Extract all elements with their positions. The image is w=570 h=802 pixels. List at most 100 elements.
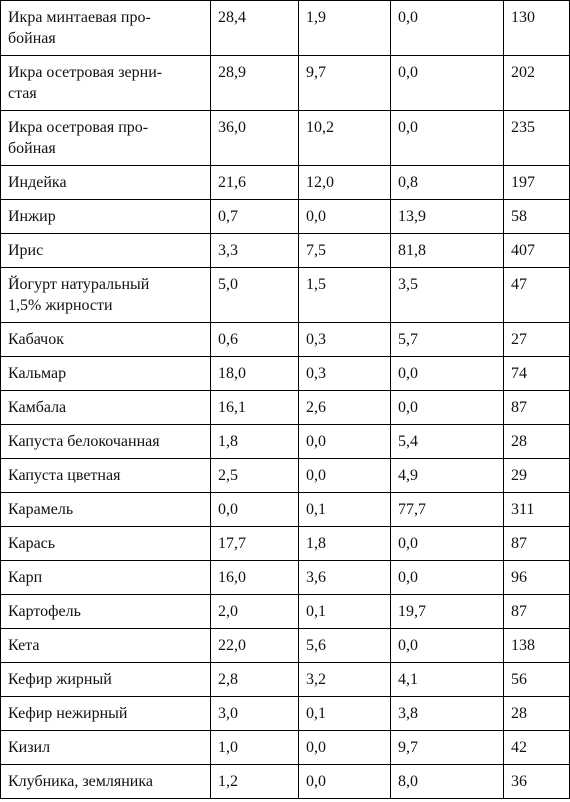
nutrient-value: 0,0 [390, 110, 504, 166]
nutrient-value: 407 [503, 233, 570, 268]
product-name: Йогурт натуральный 1,5% жирности [0, 267, 211, 323]
nutrient-value: 0,0 [210, 492, 299, 527]
nutrient-value: 74 [503, 356, 570, 391]
nutrient-value: 3,8 [390, 696, 504, 731]
table-row: Йогурт натуральный 1,5% жирности 5,0 1,5 3,… [0, 267, 570, 323]
nutrient-value: 0,0 [390, 560, 504, 595]
nutrient-value: 77,7 [390, 492, 504, 527]
table-row: Карп 16,0 3,6 0,0 96 [0, 560, 570, 595]
nutrient-value: 13,9 [390, 199, 504, 234]
table-row: Икра осетровая про- бойная 36,0 10,2 0,0 235 [0, 110, 570, 166]
table-row: Ирис 3,3 7,5 81,8 407 [0, 233, 570, 268]
nutrient-value: 81,8 [390, 233, 504, 268]
product-name: Ирис [0, 233, 211, 268]
nutrient-value: 12,0 [298, 165, 391, 200]
nutrient-value: 311 [503, 492, 570, 527]
nutrient-value: 4,9 [390, 458, 504, 493]
nutrient-value: 8,0 [390, 764, 504, 799]
table-row: Икра минтаевая про- бойная 28,4 1,9 0,0 130 [0, 0, 570, 56]
nutrient-value: 87 [503, 526, 570, 561]
nutrient-value: 1,9 [298, 0, 391, 56]
product-name: Капуста цветная [0, 458, 211, 493]
nutrient-value: 0,0 [390, 0, 504, 56]
nutrient-value: 0,8 [390, 165, 504, 200]
nutrient-value: 87 [503, 594, 570, 629]
nutrient-value: 5,7 [390, 322, 504, 357]
nutrient-value: 5,0 [210, 267, 299, 323]
nutrient-value: 1,0 [210, 730, 299, 765]
nutrient-value: 4,1 [390, 662, 504, 697]
nutrient-value: 0,3 [298, 322, 391, 357]
product-name: Индейка [0, 165, 211, 200]
nutrient-value: 96 [503, 560, 570, 595]
product-name: Инжир [0, 199, 211, 234]
table-row: Кефир жирный 2,8 3,2 4,1 56 [0, 662, 570, 697]
product-name: Карп [0, 560, 211, 595]
nutrient-value: 0,0 [390, 55, 504, 111]
table-row: Кизил 1,0 0,0 9,7 42 [0, 730, 570, 765]
product-name: Клубника, земляника [0, 764, 211, 799]
table-row: Камбала 16,1 2,6 0,0 87 [0, 390, 570, 425]
nutrient-value: 47 [503, 267, 570, 323]
product-name: Кета [0, 628, 211, 663]
table-row: Кальмар 18,0 0,3 0,0 74 [0, 356, 570, 391]
nutrient-value: 0,3 [298, 356, 391, 391]
nutrient-value: 16,0 [210, 560, 299, 595]
nutrient-value: 5,4 [390, 424, 504, 459]
product-name: Кизил [0, 730, 211, 765]
nutrient-value: 0,0 [390, 628, 504, 663]
table-row: Картофель 2,0 0,1 19,7 87 [0, 594, 570, 629]
nutrient-value: 3,2 [298, 662, 391, 697]
nutrient-value: 29 [503, 458, 570, 493]
nutrient-value: 0,1 [298, 594, 391, 629]
table-row: Инжир 0,7 0,0 13,9 58 [0, 199, 570, 234]
nutrient-value: 3,0 [210, 696, 299, 731]
nutrient-value: 9,7 [298, 55, 391, 111]
nutrient-value: 2,6 [298, 390, 391, 425]
table-row: Капуста белокочанная 1,8 0,0 5,4 28 [0, 424, 570, 459]
nutrient-value: 3,5 [390, 267, 504, 323]
nutrient-value: 21,6 [210, 165, 299, 200]
nutrient-value: 2,0 [210, 594, 299, 629]
nutrient-value: 0,1 [298, 696, 391, 731]
nutrient-value: 3,3 [210, 233, 299, 268]
nutrient-value: 197 [503, 165, 570, 200]
nutrient-value: 1,8 [210, 424, 299, 459]
product-name: Икра осетровая зерни- стая [0, 55, 211, 111]
nutrient-value: 9,7 [390, 730, 504, 765]
nutrient-value: 28,9 [210, 55, 299, 111]
nutrient-value: 0,6 [210, 322, 299, 357]
nutrient-value: 3,6 [298, 560, 391, 595]
product-name: Икра осетровая про- бойная [0, 110, 211, 166]
nutrient-value: 0,1 [298, 492, 391, 527]
nutrient-value: 0,0 [390, 356, 504, 391]
nutrient-value: 0,0 [390, 526, 504, 561]
table-row: Икра осетровая зерни- стая 28,9 9,7 0,0 202 [0, 55, 570, 111]
nutrient-value: 235 [503, 110, 570, 166]
nutrient-value: 27 [503, 322, 570, 357]
table-row: Карамель 0,0 0,1 77,7 311 [0, 492, 570, 527]
table-row: Кабачок 0,6 0,3 5,7 27 [0, 322, 570, 357]
nutrient-value: 130 [503, 0, 570, 56]
table-row: Клубника, земляника 1,2 0,0 8,0 36 [0, 764, 570, 799]
table-row: Карась 17,7 1,8 0,0 87 [0, 526, 570, 561]
nutrient-value: 5,6 [298, 628, 391, 663]
nutrient-value: 0,0 [298, 764, 391, 799]
table-row: Индейка 21,6 12,0 0,8 197 [0, 165, 570, 200]
nutrient-value: 28 [503, 424, 570, 459]
nutrient-value: 19,7 [390, 594, 504, 629]
nutrient-value: 2,5 [210, 458, 299, 493]
product-name: Картофель [0, 594, 211, 629]
product-name: Кефир жирный [0, 662, 211, 697]
nutrient-value: 56 [503, 662, 570, 697]
nutrient-value: 2,8 [210, 662, 299, 697]
nutrient-value: 0,0 [298, 458, 391, 493]
product-name: Карась [0, 526, 211, 561]
table-row: Кефир нежирный 3,0 0,1 3,8 28 [0, 696, 570, 731]
product-name: Камбала [0, 390, 211, 425]
nutrient-value: 16,1 [210, 390, 299, 425]
nutrient-value: 0,0 [298, 730, 391, 765]
product-name: Икра минтаевая про- бойная [0, 0, 211, 56]
